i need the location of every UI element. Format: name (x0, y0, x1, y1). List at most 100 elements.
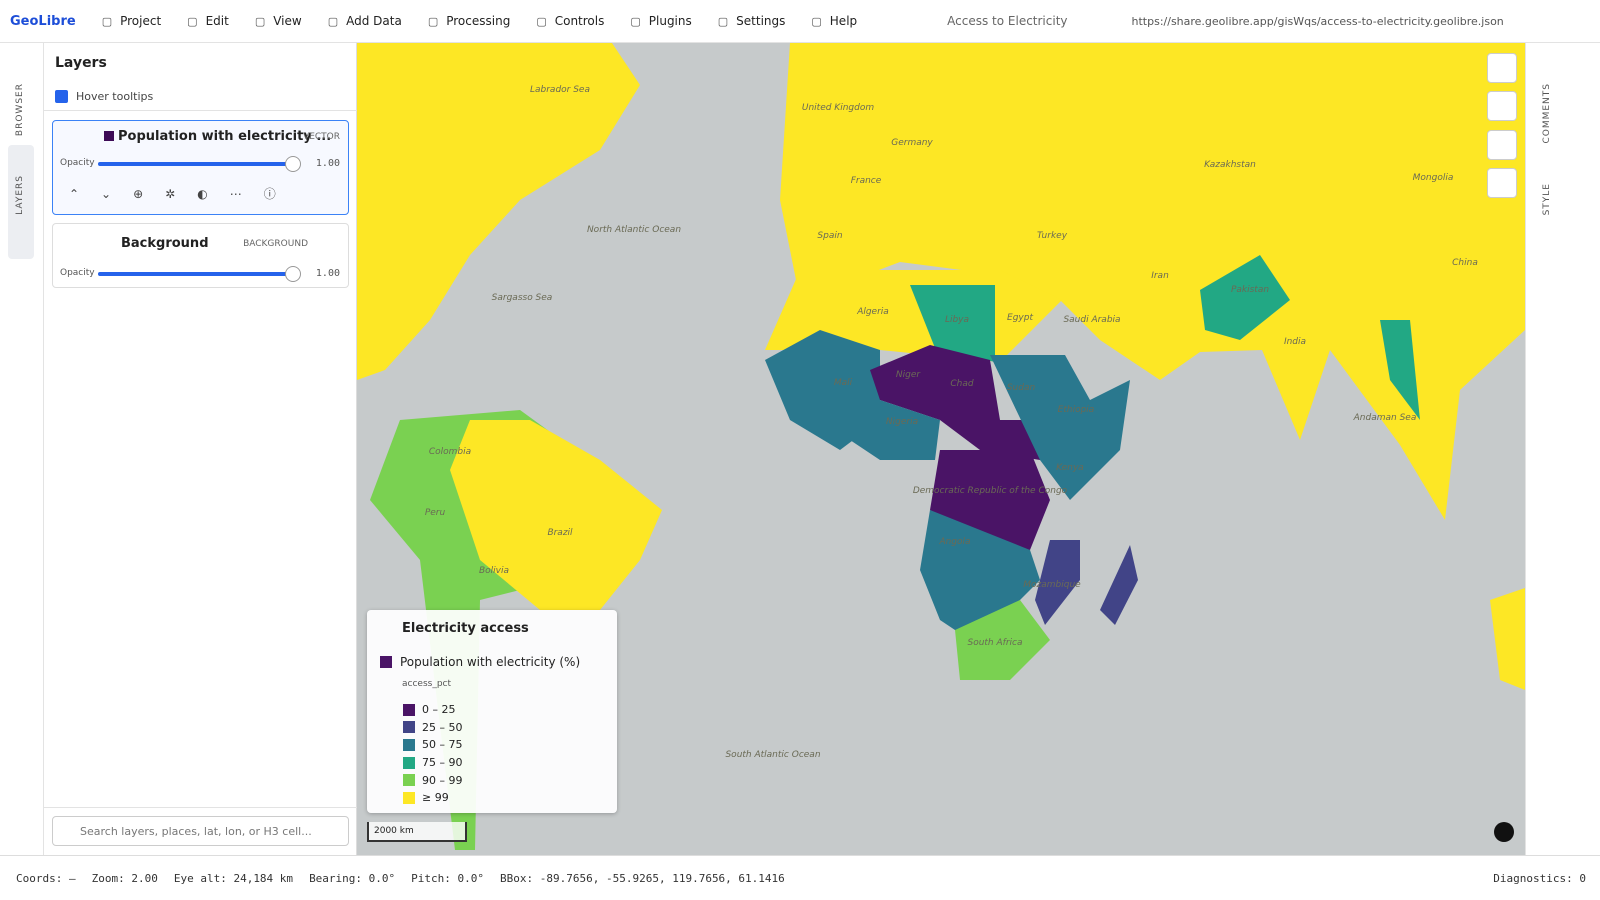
map-label: Iran (1151, 271, 1169, 281)
legend: Electricity access Population with elect… (367, 610, 617, 813)
menu-items: Project Edit View Add Data Processing Control… (76, 14, 857, 28)
map-label: South Atlantic Ocean (725, 750, 820, 760)
land (450, 420, 662, 610)
checkbox[interactable] (55, 90, 68, 103)
layers-panel: Layers Hover tooltips Population with el… (43, 43, 358, 855)
menu-item[interactable]: View (255, 14, 301, 28)
status-items: Coords: — Zoom: 2.00 Eye alt: 24,184 km Bea… (16, 872, 801, 885)
map-label: France (851, 176, 882, 186)
diagnostics[interactable]: Diagnostics: 0 (1493, 871, 1586, 885)
tab[interactable]: LAYERS (15, 175, 25, 215)
land (765, 330, 880, 450)
land (1380, 320, 1420, 420)
swatch (403, 721, 415, 734)
tab[interactable]: BROWSER (15, 83, 25, 137)
tab[interactable]: COMMENTS (1542, 83, 1552, 144)
map-label: Spain (817, 231, 842, 241)
map-labels: Labrador Sea North Atlantic Ocean Sargasso… (425, 85, 1478, 760)
map-label: Chad (950, 379, 974, 389)
map-label: Angola (938, 537, 970, 547)
map-label: South Africa (967, 638, 1022, 648)
compass-button[interactable] (1487, 91, 1517, 121)
panel-title: Layers (55, 55, 107, 71)
legend-row: 25 – 50 (403, 719, 463, 737)
divider (44, 110, 358, 111)
map-label: Mali (834, 378, 853, 388)
layer-card[interactable]: Background BACKGROUND Opacity 1.00 (52, 223, 349, 288)
project-name: Access to Electricity (947, 14, 1068, 28)
land (357, 43, 640, 380)
swatch (380, 656, 392, 668)
status-item: Bearing: 0.0° (309, 871, 396, 885)
legend-label: 25 – 50 (422, 720, 463, 734)
opacity-value: 1.00 (315, 268, 340, 279)
map-label: North Atlantic Ocean (587, 225, 681, 235)
menu-item[interactable]: Settings (718, 14, 785, 28)
map-label: Kenya (1056, 463, 1084, 473)
legend-label: 50 – 75 (422, 738, 463, 752)
menu-item[interactable]: Plugins (630, 14, 692, 28)
slider-knob[interactable] (285, 156, 301, 172)
opacity-slider[interactable] (98, 272, 293, 276)
swatch (104, 131, 114, 141)
tab[interactable]: STYLE (1542, 183, 1552, 216)
map-label: Andaman Sea (1353, 413, 1417, 423)
map-label: Ethiopia (1058, 405, 1095, 415)
swatch (403, 791, 415, 804)
opacity-label: Opacity (60, 158, 95, 168)
layer-card[interactable]: Population with electricity ... VECTOR O… (52, 120, 349, 215)
layer-actions[interactable]: ⌃⌄⊕✲◐⋯ⓘ (69, 187, 298, 201)
globe-button[interactable] (1487, 130, 1517, 160)
map-label: Kazakhstan (1204, 160, 1256, 170)
menu-item[interactable]: Controls (536, 14, 605, 28)
layers-button[interactable] (1487, 168, 1517, 198)
slider-knob[interactable] (285, 266, 301, 282)
map-label: Turkey (1037, 231, 1068, 241)
legend-title[interactable]: Electricity access (402, 621, 529, 636)
menu-item[interactable]: Help (811, 14, 857, 28)
legend-label: 90 – 99 (422, 773, 463, 787)
swatch (403, 703, 415, 716)
legend-row: 0 – 25 (403, 701, 463, 719)
menu-item[interactable]: Project (102, 14, 161, 28)
land (1490, 588, 1525, 690)
swatch (403, 738, 415, 751)
legend-layer: Population with electricity (%) (400, 655, 581, 669)
land (1100, 545, 1138, 625)
map-label: Mongolia (1413, 173, 1454, 183)
brand[interactable]: GeoLibre (10, 13, 76, 29)
map-label: Niger (896, 370, 921, 380)
menu-item[interactable]: Processing (428, 14, 510, 28)
land (1200, 255, 1290, 340)
map-label: Pakistan (1231, 285, 1269, 295)
map-label: Mozambique (1023, 580, 1081, 590)
layer-name: Background (121, 236, 209, 251)
url[interactable]: https://share.geolibre.app/gisWqs/access… (1131, 14, 1504, 28)
legend-row: 90 – 99 (403, 771, 463, 789)
opacity-slider[interactable] (98, 162, 293, 166)
status-item: Eye alt: 24,184 km (173, 871, 294, 885)
status-item: Pitch: 0.0° (411, 871, 485, 885)
status-bar: Coords: — Zoom: 2.00 Eye alt: 24,184 km Bea… (0, 855, 1600, 900)
land (870, 345, 1050, 460)
fullscreen-button[interactable] (1487, 53, 1517, 83)
search-box[interactable]: Search layers, places, lat, lon, or H3 c… (52, 816, 349, 846)
land (1035, 540, 1080, 625)
land (955, 600, 1050, 680)
menu-item[interactable]: Add Data (328, 14, 402, 28)
legend-row: 75 – 90 (403, 754, 463, 772)
divider (44, 807, 358, 808)
map-label: Sudan (1007, 383, 1036, 393)
map-label: Algeria (856, 307, 889, 317)
legend-field: access_pct (402, 679, 452, 689)
map-label: Libya (945, 315, 969, 325)
layer-kind: BACKGROUND (243, 239, 308, 249)
map-label: India (1284, 337, 1306, 347)
map-label: Democratic Republic of the Congo (913, 486, 1068, 496)
menu-item[interactable]: Edit (187, 14, 229, 28)
layer-name: Population with electricity ... (118, 129, 332, 144)
map-label: Nigeria (886, 417, 918, 427)
info-button[interactable] (1494, 822, 1514, 842)
map-label: Peru (425, 508, 446, 518)
